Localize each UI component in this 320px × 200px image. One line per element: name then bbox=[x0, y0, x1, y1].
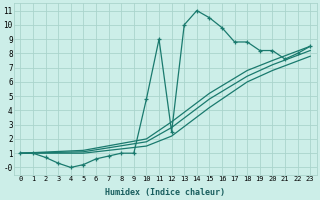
X-axis label: Humidex (Indice chaleur): Humidex (Indice chaleur) bbox=[105, 188, 225, 197]
